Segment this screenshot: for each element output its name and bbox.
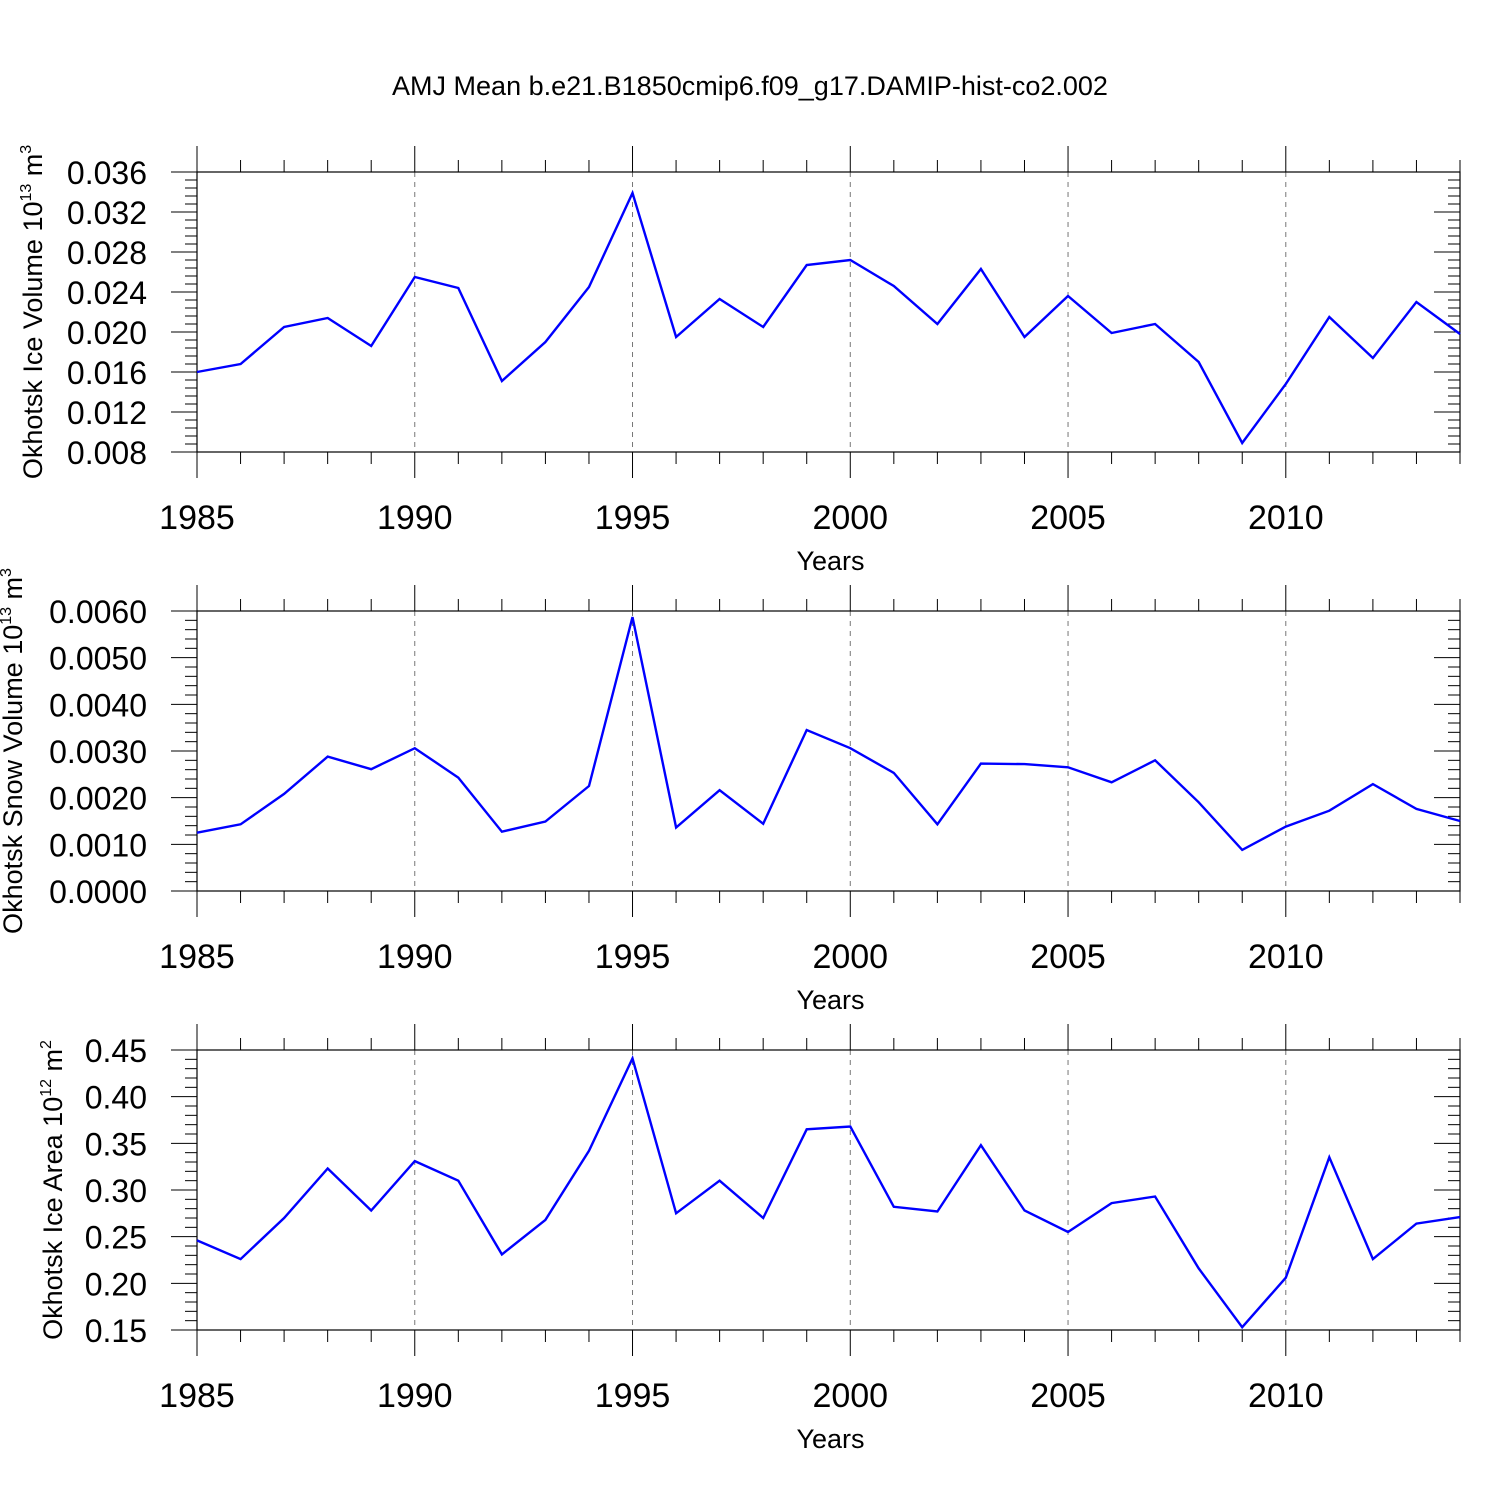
x-tick-label: 2010 xyxy=(1248,938,1324,976)
x-tick-label: 1985 xyxy=(159,499,235,537)
y-tick-label: 0.016 xyxy=(67,355,147,391)
y-axis-label-exponent: 12 xyxy=(38,1079,55,1097)
x-tick-label: 2000 xyxy=(812,499,888,537)
series-line xyxy=(196,616,1461,852)
y-tick-label: 0.0050 xyxy=(49,641,147,677)
y-axis-label-unit: m xyxy=(0,577,28,607)
y-tick-label: 0.0060 xyxy=(49,594,147,630)
x-tick-label: 1985 xyxy=(159,1377,235,1415)
y-tick-label: 0.024 xyxy=(67,275,147,311)
y-tick-label: 0.0010 xyxy=(49,827,147,863)
y-tick-label: 0.45 xyxy=(85,1033,147,1069)
x-tick-label: 2010 xyxy=(1248,1377,1324,1415)
x-axis-label: Years xyxy=(796,546,864,576)
y-tick-label: 0.028 xyxy=(67,235,147,271)
x-tick-label: 2005 xyxy=(1030,938,1106,976)
y-tick-label: 0.0000 xyxy=(49,874,147,910)
y-tick-label: 0.020 xyxy=(67,315,147,351)
x-tick-label: 1995 xyxy=(595,499,671,537)
x-tick-label: 2005 xyxy=(1030,499,1106,537)
x-tick-label: 2010 xyxy=(1248,499,1324,537)
y-tick-label: 0.0030 xyxy=(49,734,147,770)
y-axis-label-unit: m xyxy=(18,154,48,184)
x-tick-label: 2000 xyxy=(812,1377,888,1415)
x-tick-label: 1990 xyxy=(377,938,453,976)
y-tick-label: 0.25 xyxy=(85,1220,147,1256)
y-axis-label-unit-exponent: 3 xyxy=(18,145,35,154)
x-tick-label: 2005 xyxy=(1030,1377,1106,1415)
x-tick-label: 1995 xyxy=(595,938,671,976)
y-axis-label: Okhotsk Snow Volume 1013 m3 xyxy=(0,568,28,934)
y-axis-label-exponent: 13 xyxy=(18,184,35,202)
y-axis-label-unit: m xyxy=(38,1049,68,1079)
figure-title: AMJ Mean b.e21.B1850cmip6.f09_g17.DAMIP-… xyxy=(392,71,1108,101)
x-tick-label: 2000 xyxy=(812,938,888,976)
y-tick-label: 0.30 xyxy=(85,1173,147,1209)
y-axis-label-text: Okhotsk Ice Volume 10 xyxy=(18,202,48,480)
y-axis-label-text: Okhotsk Ice Area 10 xyxy=(38,1097,68,1340)
y-tick-label: 0.20 xyxy=(85,1266,147,1302)
y-axis-label-unit-exponent: 3 xyxy=(0,568,15,577)
series-line xyxy=(196,189,1461,446)
y-axis-label-unit-exponent: 2 xyxy=(38,1040,55,1049)
plot-frame xyxy=(196,1049,1461,1331)
y-tick-label: 0.032 xyxy=(67,195,147,231)
y-tick-label: 0.40 xyxy=(85,1080,147,1116)
x-tick-label: 1990 xyxy=(377,1377,453,1415)
y-tick-label: 0.008 xyxy=(67,435,147,471)
y-axis-label-exponent: 13 xyxy=(0,607,15,625)
y-axis-label-text: Okhotsk Snow Volume 10 xyxy=(0,625,28,934)
x-tick-label: 1995 xyxy=(595,1377,671,1415)
chart-panel-1: 1985 1990 1995 2000 2005 2010 0.008 0.012 0.016 0… xyxy=(18,145,1461,576)
plot-frame xyxy=(196,610,1461,892)
y-tick-label: 0.012 xyxy=(67,395,147,431)
x-axis-label: Years xyxy=(796,985,864,1015)
chart-panel-3: 1985 1990 1995 2000 2005 2010 0.15 0.20 0.25 0.30… xyxy=(38,1024,1461,1454)
x-tick-label: 1985 xyxy=(159,938,235,976)
y-tick-label: 0.15 xyxy=(85,1313,147,1349)
y-axis-label: Okhotsk Ice Volume 1013 m3 xyxy=(18,145,48,479)
y-tick-label: 0.0020 xyxy=(49,781,147,817)
x-axis-label: Years xyxy=(796,1424,864,1454)
y-tick-label: 0.0040 xyxy=(49,687,147,723)
y-axis-label: Okhotsk Ice Area 1012 m2 xyxy=(38,1040,68,1340)
series-line xyxy=(196,1054,1461,1330)
y-tick-label: 0.036 xyxy=(67,155,147,191)
chart-panel-2: 1985 1990 1995 2000 2005 2010 0.0000 0.0010 0.00… xyxy=(0,568,1461,1015)
x-tick-label: 1990 xyxy=(377,499,453,537)
plot-frame xyxy=(196,171,1461,453)
y-tick-label: 0.35 xyxy=(85,1126,147,1162)
